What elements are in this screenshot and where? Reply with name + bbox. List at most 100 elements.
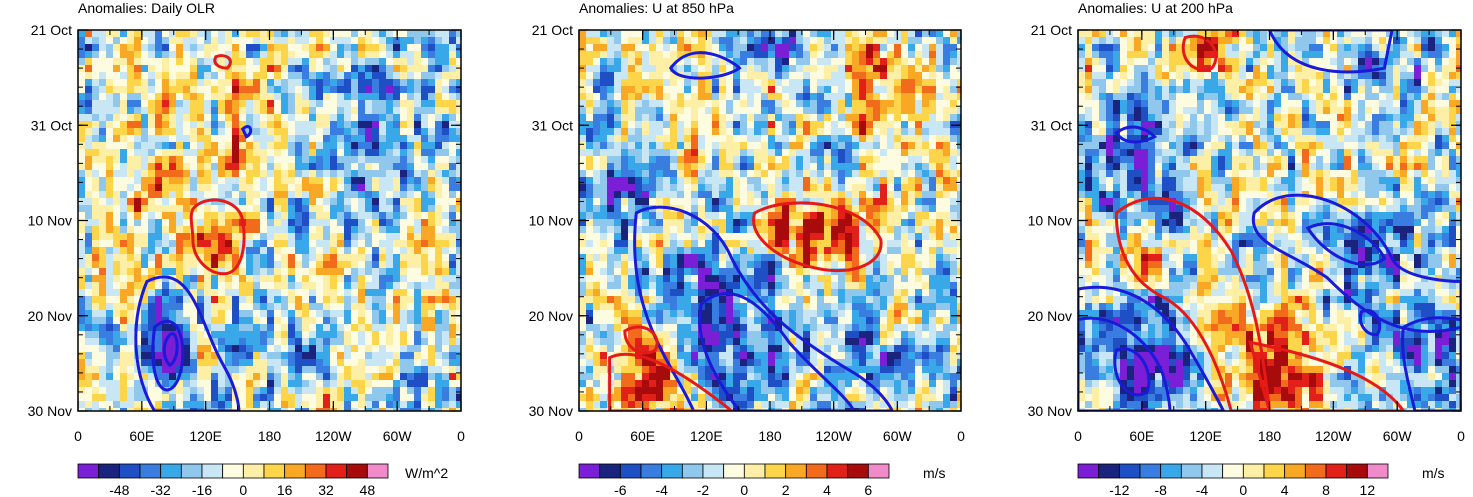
heatmap-cell [950,86,958,94]
heatmap-cell [148,86,156,94]
heatmap-cell [852,135,860,143]
heatmap-cell [330,254,338,262]
heatmap-cell [435,226,443,234]
heatmap-cell [635,163,643,171]
heatmap-cell [274,310,282,318]
heatmap-cell [407,86,415,94]
heatmap-cell [127,226,135,234]
heatmap-cell [288,408,296,411]
heatmap-cell [176,226,184,234]
heatmap-cell [351,282,359,290]
heatmap-cell [323,163,331,171]
heatmap-cell [712,170,720,178]
heatmap-cell [628,198,636,206]
heatmap-cell [330,128,338,136]
heatmap-cell [239,282,247,290]
heatmap-cell [428,170,436,178]
heatmap-cell [225,93,233,101]
heatmap-cell [957,37,961,45]
heatmap-cell [372,51,380,59]
heatmap-cell [106,387,114,395]
heatmap-cell [288,352,296,360]
heatmap-cell [761,93,769,101]
heatmap-cell [204,93,212,101]
heatmap-cell [866,254,874,262]
heatmap-cell [698,261,706,269]
heatmap-cell [393,135,401,143]
heatmap-cell [372,191,380,199]
heatmap-cell [127,37,135,45]
heatmap-cell [288,51,296,59]
heatmap-cell [372,282,380,290]
heatmap-cell [218,275,226,283]
heatmap-cell [274,282,282,290]
negative-contour [240,125,253,139]
heatmap-cell [120,121,128,129]
heatmap-cell [950,156,958,164]
heatmap-cell [712,247,720,255]
heatmap-cell [218,219,226,227]
heatmap-cell [754,128,762,136]
heatmap-cell [246,233,254,241]
heatmap-cell [169,233,177,241]
heatmap-cell [845,142,853,150]
heatmap-cell [449,240,457,248]
heatmap-cell [120,51,128,59]
heatmap-cell [775,37,783,45]
heatmap-cell [351,135,359,143]
heatmap-cell [656,170,664,178]
heatmap-cell [600,233,608,241]
heatmap-cell [365,212,373,220]
heatmap-cell [155,30,163,38]
heatmap-cell [607,170,615,178]
heatmap-cell [295,359,303,367]
heatmap-cell [253,51,261,59]
heatmap-cell [754,163,762,171]
heatmap-cell [302,51,310,59]
heatmap-cell [162,170,170,178]
heatmap-cell [337,128,345,136]
heatmap-cell [407,303,415,311]
heatmap-cell [99,275,107,283]
heatmap-cell [649,233,657,241]
heatmap-cell [442,345,450,353]
heatmap-cell [78,240,86,248]
heatmap-cell [442,79,450,87]
heatmap-cell [421,240,429,248]
heatmap-cell [134,163,142,171]
heatmap-cell [894,107,902,115]
heatmap-cell [232,338,240,346]
heatmap-cell [162,254,170,262]
heatmap-cell [943,170,951,178]
heatmap-cell [141,380,149,388]
heatmap-cell [267,100,275,108]
heatmap-cell [754,142,762,150]
heatmap-cell [379,275,387,283]
heatmap-cell [295,93,303,101]
heatmap-cell [873,191,881,199]
heatmap-cell [421,142,429,150]
heatmap-cell [274,240,282,248]
heatmap-cell [190,86,198,94]
heatmap-cell [141,254,149,262]
heatmap-cell [442,254,450,262]
heatmap-cell [92,107,100,115]
heatmap-cell [768,212,776,220]
heatmap-cell [719,142,727,150]
heatmap-cell [754,107,762,115]
heatmap-cell [274,261,282,269]
heatmap-cell [691,170,699,178]
heatmap-cell [78,205,86,213]
heatmap-cell [656,37,664,45]
heatmap-cell [810,184,818,192]
heatmap-cell [134,345,142,353]
heatmap-cell [232,58,240,66]
heatmap-cell [351,310,359,318]
heatmap-cell [698,51,706,59]
heatmap-cell [274,184,282,192]
heatmap-cell [288,394,296,402]
heatmap-cell [901,233,909,241]
heatmap-cell [761,226,769,234]
heatmap-cell [768,149,776,157]
heatmap-cell [414,373,422,381]
